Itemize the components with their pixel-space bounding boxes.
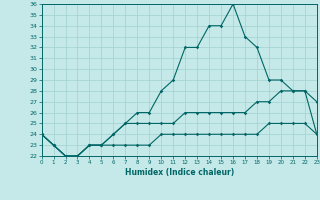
X-axis label: Humidex (Indice chaleur): Humidex (Indice chaleur) <box>124 168 234 177</box>
